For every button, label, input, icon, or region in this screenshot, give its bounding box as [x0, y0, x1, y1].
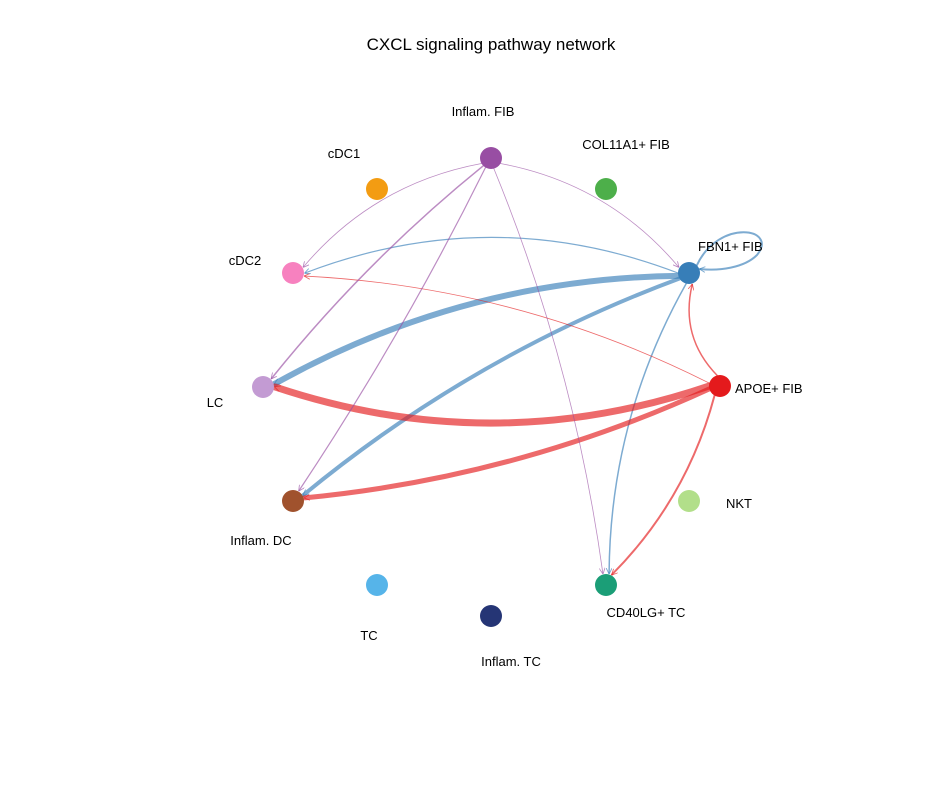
edge-inflam_fib-to-lc: [271, 165, 484, 379]
edge-inflam_fib-to-fbn1_fib: [500, 163, 679, 267]
edges-layer: [271, 163, 763, 575]
node-label-inflam_dc: Inflam. DC: [230, 533, 291, 548]
edge-fbn1_fib-to-lc: [271, 272, 682, 387]
node-tc: [366, 574, 388, 596]
node-inflam_fib: [480, 147, 502, 169]
node-label-cd40lg_tc: CD40LG+ TC: [607, 605, 686, 620]
node-label-nkt: NKT: [726, 496, 752, 511]
node-cdc1: [366, 178, 388, 200]
node-lc: [252, 376, 274, 398]
node-inflam_dc: [282, 490, 304, 512]
node-label-inflam_fib: Inflam. FIB: [452, 104, 515, 119]
edge-fbn1_fib-to-fbn1_fib: [696, 231, 763, 269]
labels-layer: Inflam. FIB COL11A1+ FIB FBN1+ FIB APOE+ FI…: [207, 104, 803, 669]
edge-apoe_fib-to-inflam_dc: [302, 386, 712, 498]
node-label-cdc2: cDC2: [229, 253, 262, 268]
nodes-layer: [252, 147, 731, 627]
node-cd40lg_tc: [595, 574, 617, 596]
node-apoe_fib: [709, 375, 731, 397]
node-label-fbn1_fib: FBN1+ FIB: [698, 239, 763, 254]
node-inflam_tc: [480, 605, 502, 627]
node-label-col11a1_fib: COL11A1+ FIB: [582, 137, 670, 152]
node-label-inflam_tc: Inflam. TC: [481, 654, 541, 669]
node-label-cdc1: cDC1: [328, 146, 361, 161]
edge-apoe_fib-to-cdc2: [305, 276, 710, 384]
node-col11a1_fib: [595, 178, 617, 200]
edge-apoe_fib-to-cd40lg_tc: [612, 394, 716, 575]
diagram-title: CXCL signaling pathway network: [367, 35, 616, 54]
edge-inflam_fib-to-inflam_dc: [299, 166, 487, 491]
edge-fbn1_fib-to-cdc2: [305, 236, 679, 273]
node-cdc2: [282, 262, 304, 284]
edge-inflam_fib-to-cd40lg_tc: [493, 168, 603, 574]
edge-inflam_fib-to-cdc2: [303, 163, 482, 267]
node-label-tc: TC: [360, 628, 377, 643]
edge-fbn1_fib-to-cd40lg_tc: [609, 282, 687, 575]
edge-apoe_fib-to-lc: [271, 382, 713, 427]
node-label-lc: LC: [207, 395, 224, 410]
node-fbn1_fib: [678, 262, 700, 284]
edge-apoe_fib-to-fbn1_fib: [689, 285, 718, 377]
edge-fbn1_fib-to-inflam_dc: [301, 276, 682, 498]
node-label-apoe_fib: APOE+ FIB: [735, 381, 803, 396]
node-nkt: [678, 490, 700, 512]
